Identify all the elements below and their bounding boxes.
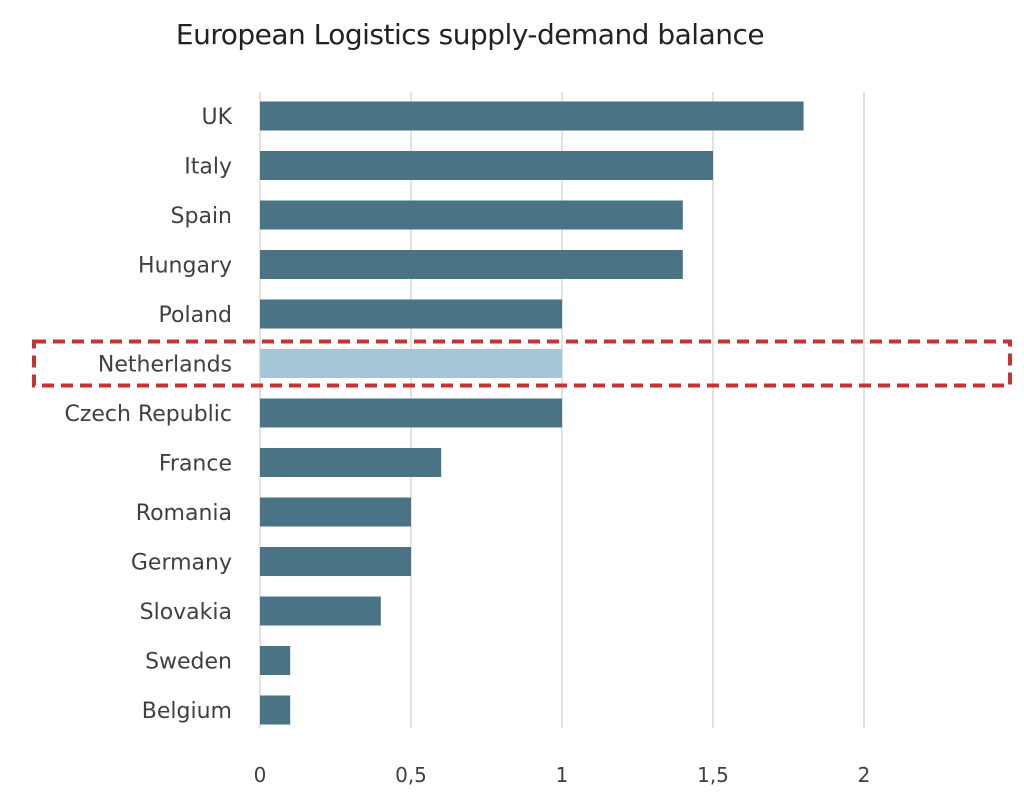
bar-france bbox=[260, 448, 442, 477]
highlight-box bbox=[32, 339, 1012, 388]
category-label: Italy bbox=[184, 155, 232, 180]
category-label: Czech Republic bbox=[64, 402, 232, 427]
category-label: UK bbox=[201, 105, 232, 130]
bar-poland bbox=[260, 299, 562, 329]
x-tick-label: 0,5 bbox=[395, 763, 427, 787]
highlight-annotation bbox=[32, 339, 1012, 388]
bar-belgium bbox=[260, 695, 291, 725]
category-label: Slovakia bbox=[140, 600, 232, 625]
category-label: Spain bbox=[171, 204, 232, 229]
category-label: Romania bbox=[136, 501, 232, 526]
x-tick-label: 1 bbox=[556, 763, 569, 787]
category-label: France bbox=[159, 452, 232, 477]
x-axis-ticks: 0 0,5 1 1,5 2 bbox=[254, 763, 871, 787]
bar-sweden bbox=[260, 646, 291, 675]
bar-romania bbox=[260, 497, 411, 527]
x-tick-label: 2 bbox=[858, 763, 871, 787]
bars bbox=[260, 101, 804, 725]
x-tick-label: 0 bbox=[254, 763, 267, 787]
bar-netherlands bbox=[260, 349, 562, 378]
category-label: Belgium bbox=[142, 699, 232, 724]
category-label: Sweden bbox=[145, 650, 232, 675]
bar-czech-republic bbox=[260, 398, 562, 428]
bar-italy bbox=[260, 151, 713, 180]
category-labels: UK Italy Spain Hungary Poland Netherlands Czec… bbox=[64, 105, 232, 724]
category-label: Netherlands bbox=[98, 353, 232, 378]
bar-uk bbox=[260, 101, 804, 131]
bar-slovakia bbox=[260, 596, 381, 626]
x-tick-label: 1,5 bbox=[697, 763, 729, 787]
bar-germany bbox=[260, 547, 411, 576]
bar-spain bbox=[260, 200, 683, 230]
category-label: Germany bbox=[131, 551, 232, 576]
chart-title: European Logistics supply-demand balance bbox=[175, 18, 765, 51]
category-label: Poland bbox=[159, 303, 232, 328]
bar-hungary bbox=[260, 250, 683, 279]
category-label: Hungary bbox=[138, 254, 232, 279]
